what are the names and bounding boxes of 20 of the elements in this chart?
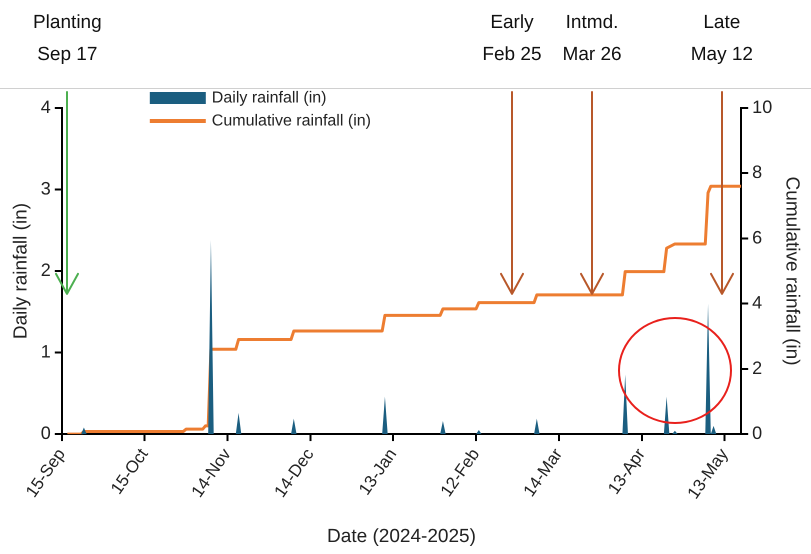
- y-tick-label: 4: [40, 96, 51, 117]
- y2-tick-label: 4: [752, 292, 762, 313]
- y-tick-label: 0: [40, 423, 51, 444]
- ref-line-label: Late May 12: [690, 12, 754, 65]
- ref-line-label: Early Feb 25: [482, 12, 542, 65]
- y2-tick-label: 0: [752, 423, 762, 444]
- y-tick-label: 2: [40, 260, 51, 280]
- y-tick-label: 1: [40, 342, 51, 362]
- legend-label: Daily rainfall (in): [212, 89, 327, 106]
- legend-label: Cumulative rainfall (in): [212, 112, 371, 130]
- ref-line-label: Planting Sep 17: [33, 12, 102, 65]
- y2-tick-label: 10: [752, 96, 772, 117]
- y-axis-title: Daily rainfall (in): [10, 202, 32, 340]
- y2-tick-label: 8: [752, 162, 762, 182]
- y2-axis-title: Cumulative rainfall (in): [781, 176, 802, 366]
- y2-tick-label: 2: [752, 358, 762, 378]
- y2-tick-label: 6: [752, 227, 762, 248]
- y-tick-label: 3: [40, 178, 51, 198]
- x-axis-title: Date (2024-2025): [327, 526, 476, 547]
- ref-line-label: Intmd. Mar 26: [562, 12, 622, 65]
